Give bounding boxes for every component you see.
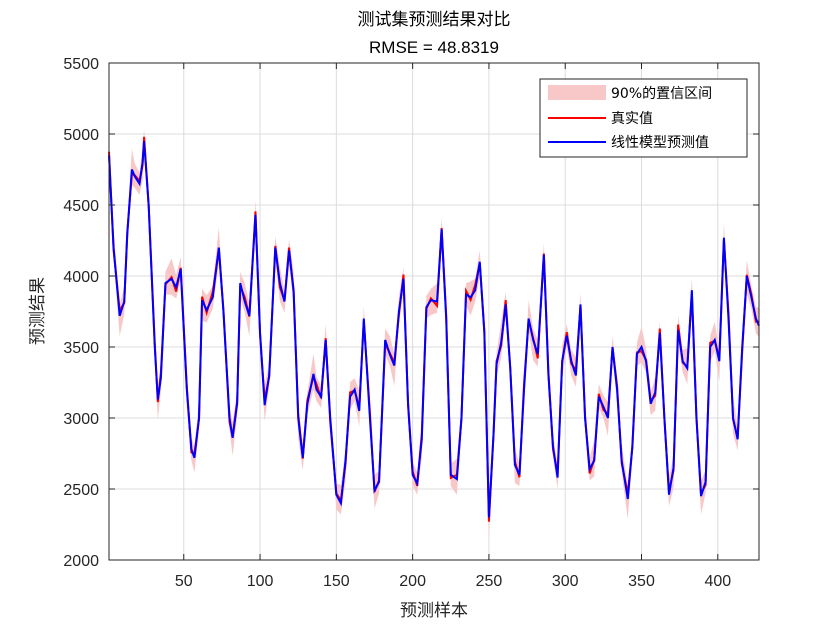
chart-subtitle: RMSE = 48.8319 (369, 38, 499, 57)
x-tick-label: 400 (704, 573, 731, 590)
y-tick-label: 4500 (63, 198, 99, 215)
legend: 90%的置信区间 真实值 线性模型预测值 (539, 78, 748, 158)
y-tick-label: 3500 (63, 340, 99, 357)
x-tick-label: 300 (552, 573, 579, 590)
legend-band-swatch (548, 85, 606, 100)
x-tick-label: 50 (175, 573, 193, 590)
x-tick-label: 250 (476, 573, 503, 590)
y-axis-ticks: 2000 2500 3000 3500 4000 4500 5000 5500 (63, 56, 759, 570)
predicted-series-line (108, 141, 760, 518)
plot-frame (108, 62, 760, 561)
y-tick-label: 5500 (63, 56, 99, 73)
x-tick-label: 150 (323, 573, 350, 590)
x-tick-label: 100 (247, 573, 274, 590)
y-axis-label: 预测结果 (28, 277, 48, 345)
y-tick-label: 2000 (63, 553, 99, 570)
y-tick-label: 5000 (63, 127, 99, 144)
y-tick-label: 4000 (63, 269, 99, 286)
x-tick-label: 200 (399, 573, 426, 590)
y-tick-label: 2500 (63, 482, 99, 499)
x-axis-label: 预测样本 (400, 601, 468, 621)
x-tick-label: 350 (628, 573, 655, 590)
y-tick-label: 3000 (63, 411, 99, 428)
legend-label-predicted: 线性模型预测值 (611, 135, 709, 151)
legend-label-band: 90%的置信区间 (611, 86, 712, 102)
x-axis-ticks: 50 100 150 200 250 300 350 400 (175, 63, 731, 590)
legend-label-actual: 真实值 (611, 111, 653, 127)
chart-title: 测试集预测结果对比 (358, 10, 511, 30)
